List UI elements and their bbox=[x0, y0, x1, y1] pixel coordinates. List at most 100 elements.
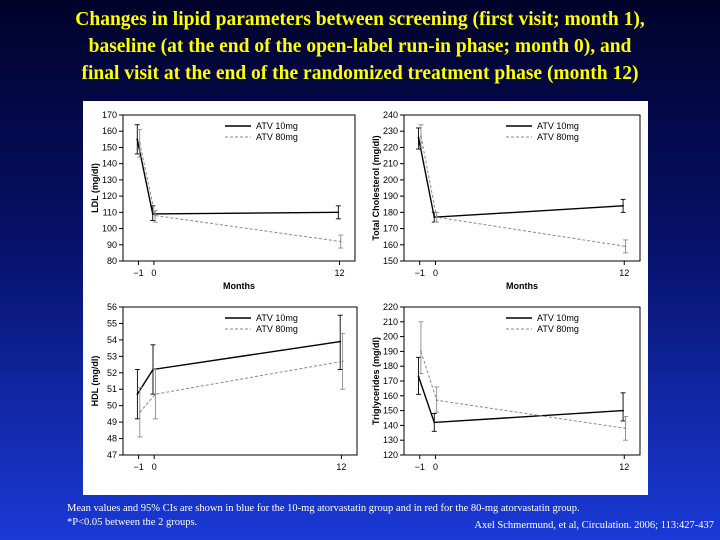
panel-background bbox=[83, 101, 363, 295]
footnote-line-1: Mean values and 95% CIs are shown in blu… bbox=[67, 503, 580, 514]
y-tick-label: 49 bbox=[107, 417, 117, 427]
y-tick-label: 170 bbox=[383, 224, 398, 234]
y-tick-label: 100 bbox=[102, 224, 117, 234]
plot-frame bbox=[122, 306, 358, 456]
y-tick-label: 220 bbox=[383, 302, 398, 312]
y-tick-label: 230 bbox=[383, 126, 398, 136]
y-tick-label: 50 bbox=[107, 401, 117, 411]
ldl-chart: 80 90 100 110 120 130 140 150 160 170 −1 0 12 Months L… bbox=[83, 101, 363, 295]
y-tick-label: 170 bbox=[102, 110, 117, 120]
panel-background bbox=[363, 101, 648, 295]
data-point bbox=[433, 216, 436, 219]
y-tick-label: 56 bbox=[107, 302, 117, 312]
y-tick-label: 54 bbox=[107, 335, 117, 345]
data-point bbox=[136, 393, 139, 396]
y-tick-label: 160 bbox=[383, 391, 398, 401]
data-point bbox=[339, 340, 342, 343]
triglycerides-chart-panel: 120 130 140 150 160 170 180 190 200 210 220 −1 0 12 Tr… bbox=[363, 297, 648, 495]
x-tick-label: 0 bbox=[151, 268, 156, 278]
y-tick-label: 240 bbox=[383, 110, 398, 120]
chart-figure: 80 90 100 110 120 130 140 150 160 170 −1 0 12 Months L… bbox=[83, 101, 648, 495]
y-tick-label: 130 bbox=[383, 435, 398, 445]
y-axis-label: Triglycerides (mg/dl) bbox=[371, 337, 381, 425]
legend-label: ATV 10mg bbox=[537, 121, 579, 131]
plot-frame bbox=[122, 114, 356, 262]
y-tick-label: 90 bbox=[107, 240, 117, 250]
y-tick-label: 130 bbox=[102, 175, 117, 185]
total-cholesterol-chart-panel: 150 160 170 180 190 200 210 220 230 240 −1 0 12 Month… bbox=[363, 101, 648, 295]
title-line-3: final visit at the end of the randomized… bbox=[81, 63, 639, 84]
y-tick-label: 180 bbox=[383, 361, 398, 371]
data-point bbox=[435, 216, 438, 219]
legend-label: ATV 10mg bbox=[256, 121, 298, 131]
y-tick-label: 120 bbox=[102, 191, 117, 201]
y-tick-label: 210 bbox=[383, 317, 398, 327]
y-tick-label: 48 bbox=[107, 434, 117, 444]
data-point bbox=[417, 136, 420, 139]
x-tick-label: 0 bbox=[433, 268, 438, 278]
total-cholesterol-chart: 150 160 170 180 190 200 210 220 230 240 −1 0 12 Month… bbox=[363, 101, 648, 295]
x-tick-label: 0 bbox=[152, 462, 157, 472]
y-tick-label: 53 bbox=[107, 351, 117, 361]
panel-background bbox=[83, 297, 363, 495]
data-point bbox=[417, 375, 420, 378]
y-tick-label: 160 bbox=[102, 126, 117, 136]
footnote-line-2: *P<0.05 between the 2 groups. bbox=[67, 517, 198, 528]
y-tick-label: 170 bbox=[383, 376, 398, 386]
panel-background bbox=[363, 297, 648, 495]
y-tick-label: 80 bbox=[107, 256, 117, 266]
data-point bbox=[339, 240, 342, 243]
y-tick-label: 190 bbox=[383, 346, 398, 356]
hdl-chart-panel: 47 48 49 50 51 52 53 54 55 56 −1 0 12 HDL (mg/dl) ATV … bbox=[83, 297, 363, 495]
legend-label: ATV 80mg bbox=[537, 132, 579, 142]
x-tick-label: −1 bbox=[415, 268, 425, 278]
y-axis-label: Total Cholesterol (mg/dl) bbox=[371, 135, 381, 240]
x-tick-label: 0 bbox=[433, 462, 438, 472]
citation: Axel Schmermund, et al, Circulation. 200… bbox=[474, 520, 714, 531]
y-tick-label: 120 bbox=[383, 450, 398, 460]
legend-label: ATV 80mg bbox=[537, 324, 579, 334]
data-point bbox=[151, 213, 154, 215]
y-tick-label: 190 bbox=[383, 191, 398, 201]
data-point bbox=[337, 211, 340, 214]
legend-label: ATV 80mg bbox=[256, 324, 298, 334]
title-line-2: baseline (at the end of the open-label r… bbox=[88, 36, 632, 57]
triglycerides-chart: 120 130 140 150 160 170 180 190 200 210 220 −1 0 12 Tr… bbox=[363, 297, 648, 495]
x-axis-label: Months bbox=[223, 281, 255, 291]
data-point bbox=[154, 393, 157, 396]
y-tick-label: 140 bbox=[102, 159, 117, 169]
y-tick-label: 210 bbox=[383, 159, 398, 169]
legend-label: ATV 10mg bbox=[537, 313, 579, 323]
legend-label: ATV 10mg bbox=[256, 313, 298, 323]
y-axis-label: HDL (mg/dl) bbox=[90, 356, 100, 407]
data-point bbox=[136, 138, 139, 141]
data-point bbox=[341, 360, 344, 363]
y-tick-label: 150 bbox=[102, 142, 117, 152]
y-tick-label: 160 bbox=[383, 240, 398, 250]
x-tick-label: −1 bbox=[133, 268, 143, 278]
y-tick-label: 55 bbox=[107, 318, 117, 328]
data-point bbox=[138, 141, 141, 144]
y-tick-label: 150 bbox=[383, 256, 398, 266]
y-tick-label: 51 bbox=[107, 384, 117, 394]
y-tick-label: 180 bbox=[383, 207, 398, 217]
x-tick-label: 12 bbox=[619, 462, 629, 472]
ldl-chart-panel: 80 90 100 110 120 130 140 150 160 170 −1 0 12 Months L… bbox=[83, 101, 363, 295]
y-tick-label: 110 bbox=[103, 207, 117, 217]
data-point bbox=[138, 411, 141, 414]
data-point bbox=[435, 399, 438, 402]
data-point bbox=[624, 427, 627, 430]
legend-label: ATV 80mg bbox=[256, 132, 298, 142]
y-tick-label: 140 bbox=[383, 420, 398, 430]
data-point bbox=[154, 214, 157, 217]
data-point bbox=[624, 245, 627, 248]
plot-frame bbox=[403, 114, 641, 262]
x-tick-label: 12 bbox=[335, 268, 345, 278]
hdl-chart: 47 48 49 50 51 52 53 54 55 56 −1 0 12 HDL (mg/dl) ATV … bbox=[83, 297, 363, 495]
y-tick-label: 47 bbox=[107, 450, 117, 460]
slide-title: Changes in lipid parameters between scre… bbox=[0, 6, 720, 87]
data-point bbox=[433, 421, 436, 424]
y-tick-label: 200 bbox=[383, 175, 398, 185]
y-axis-label: LDL (mg/dl) bbox=[90, 163, 100, 213]
footnote: Mean values and 95% CIs are shown in blu… bbox=[67, 502, 580, 530]
